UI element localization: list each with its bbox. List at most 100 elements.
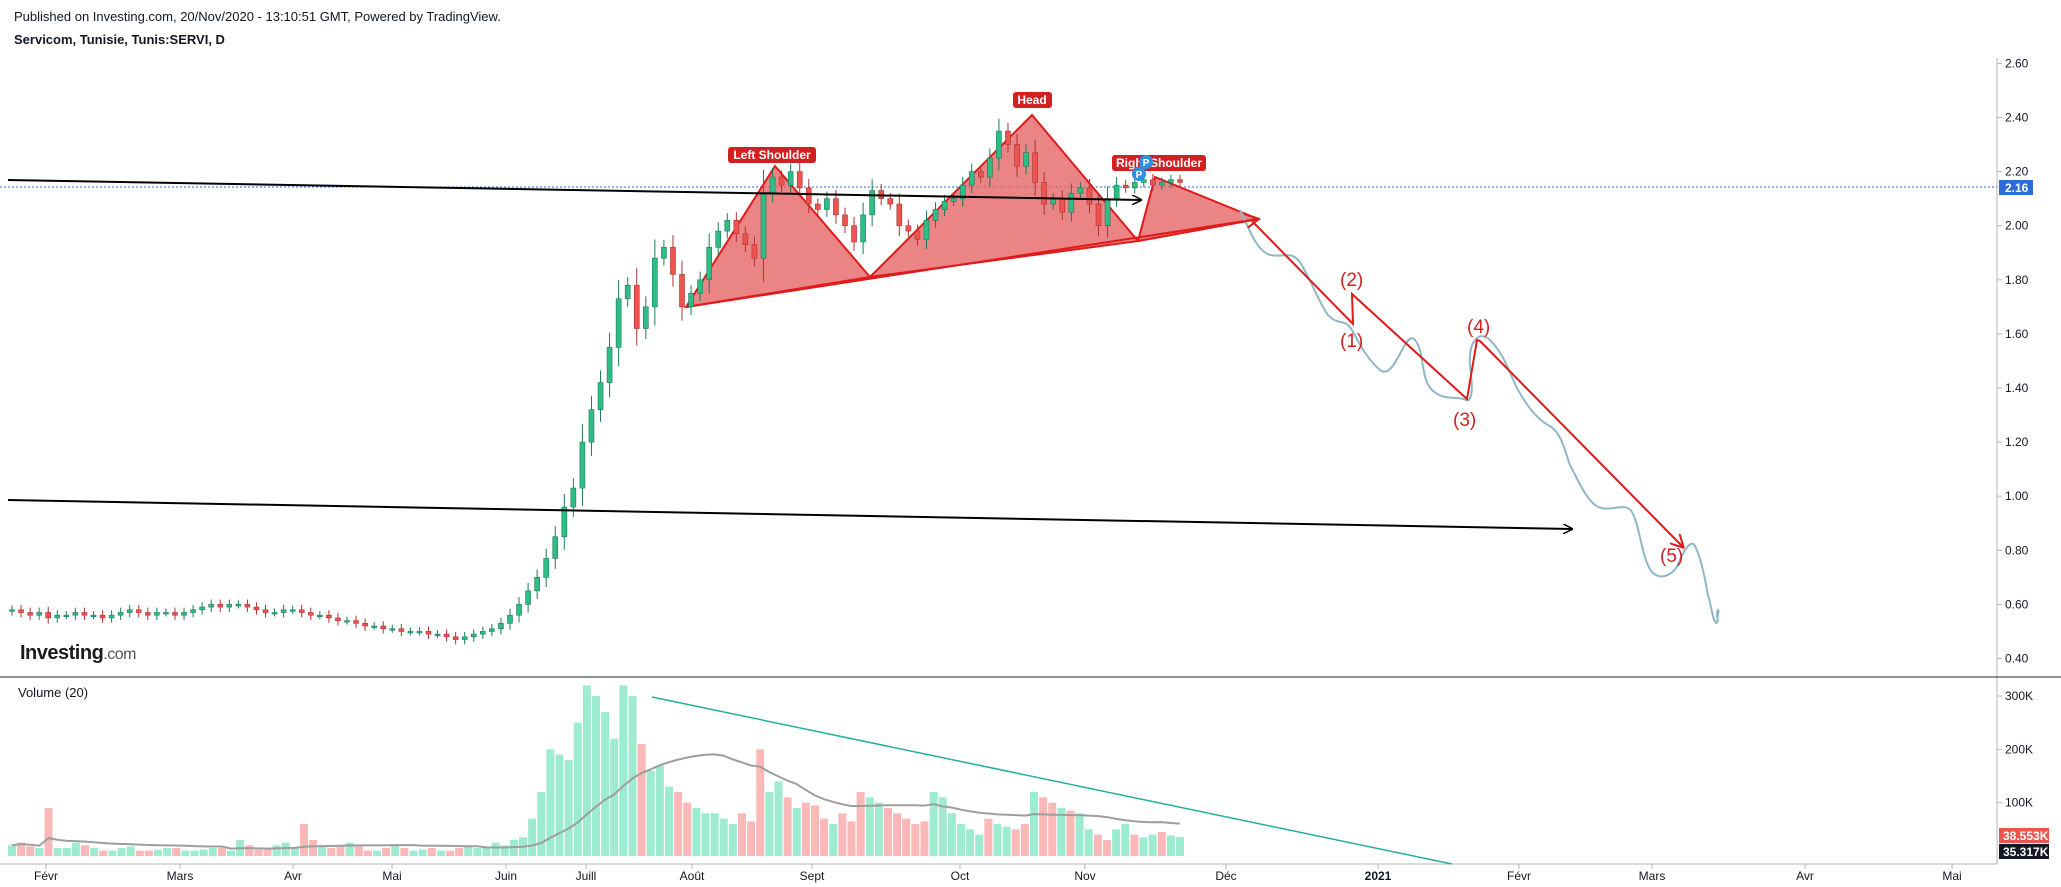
candle <box>1041 171 1047 215</box>
candle <box>715 222 722 257</box>
candle-body <box>543 558 550 578</box>
candle <box>561 494 568 550</box>
candle-body <box>950 198 957 202</box>
candle <box>353 615 359 629</box>
volume-bar <box>327 848 336 856</box>
volume-bar <box>811 805 819 856</box>
candle <box>9 605 15 616</box>
candle <box>851 216 857 251</box>
candle-body <box>552 536 559 559</box>
volume-axis: 300K 200K 100K <box>1997 689 2033 810</box>
candle-body <box>597 382 604 410</box>
candle-body <box>271 612 278 615</box>
candle-body <box>117 612 124 616</box>
price-tick-label: 1.60 <box>2005 327 2029 341</box>
candle <box>842 207 848 234</box>
candle <box>45 606 52 624</box>
volume-bar <box>373 850 381 856</box>
volume-bar <box>35 848 44 856</box>
candle-body <box>99 614 106 619</box>
candle-body <box>769 176 776 194</box>
pivot-markers: P P <box>1132 155 1153 181</box>
candle-body <box>443 633 450 638</box>
volume-bar <box>436 850 445 856</box>
price-axis: 2.60 2.40 2.20 2.00 1.80 1.60 1.40 1.20 1.00 0.80… <box>1997 56 2029 665</box>
candle-body <box>1168 179 1174 183</box>
candle-body <box>978 171 984 178</box>
candle-body <box>27 612 33 616</box>
candle <box>63 611 70 620</box>
candle <box>199 602 205 615</box>
candle <box>914 224 921 246</box>
volume-bar <box>99 850 108 856</box>
candle <box>145 607 151 621</box>
volume-bar <box>783 797 792 856</box>
investing-logo: Investing.com <box>20 642 136 664</box>
candle <box>805 178 812 213</box>
candle-body <box>1041 182 1047 205</box>
candle-body <box>317 614 323 617</box>
candle-body <box>498 623 504 630</box>
candle <box>253 602 260 615</box>
volume-bar <box>1057 808 1066 856</box>
candle-body <box>1086 187 1093 205</box>
candle-body <box>824 198 830 210</box>
candle-body <box>1159 182 1165 186</box>
time-tick-label: Févr <box>34 869 58 883</box>
neckline <box>685 218 1259 308</box>
candle <box>815 198 821 216</box>
candle <box>389 624 396 633</box>
candle-body <box>1131 182 1138 189</box>
volume-bar <box>8 845 16 856</box>
candle-body <box>217 604 224 608</box>
volume-bar <box>774 781 783 856</box>
volume-bar <box>1093 834 1102 856</box>
volume-bar <box>674 792 683 856</box>
volume-bar <box>500 845 509 856</box>
volume-bar <box>1011 829 1020 856</box>
volume-bar <box>993 824 1002 856</box>
volume-bar <box>792 808 801 856</box>
volume-bar <box>81 845 89 856</box>
candle <box>1122 180 1129 193</box>
volume-bar <box>829 824 838 856</box>
candle <box>235 600 242 609</box>
candle-body <box>996 130 1002 159</box>
volume-bar <box>884 808 892 856</box>
candle <box>1086 178 1093 213</box>
volume-bar <box>154 849 162 856</box>
candle <box>27 607 33 621</box>
volume-bar <box>537 792 546 856</box>
candle-body <box>90 614 97 617</box>
candle-body <box>353 620 359 624</box>
candle <box>1177 174 1183 188</box>
candle <box>1014 134 1020 177</box>
candle-body <box>190 609 196 613</box>
candle <box>298 604 305 618</box>
volume-bar <box>1148 834 1157 856</box>
candle-body <box>851 225 857 243</box>
neckline-arrow <box>1137 219 1258 242</box>
candle-body <box>507 614 513 624</box>
volume-bar <box>336 845 345 856</box>
volume-bar <box>135 850 144 856</box>
volume-bar <box>1048 802 1057 856</box>
volume-bar <box>354 845 363 856</box>
candle-body <box>470 633 477 638</box>
candle-body <box>380 625 387 630</box>
time-tick-label: Mars <box>1639 869 1666 883</box>
volume-bar <box>263 848 272 856</box>
volume-bar <box>947 813 956 856</box>
price-tick-label: 0.60 <box>2005 597 2029 611</box>
candle-body <box>869 190 875 216</box>
volume-bar <box>163 848 172 856</box>
candle <box>896 193 903 237</box>
candle-body <box>253 606 260 611</box>
volume-bar <box>619 685 628 856</box>
volume-bar <box>1130 834 1139 856</box>
candle-body <box>561 506 568 538</box>
candle-body <box>670 247 676 275</box>
candle-body <box>54 614 61 619</box>
candle <box>163 608 169 617</box>
